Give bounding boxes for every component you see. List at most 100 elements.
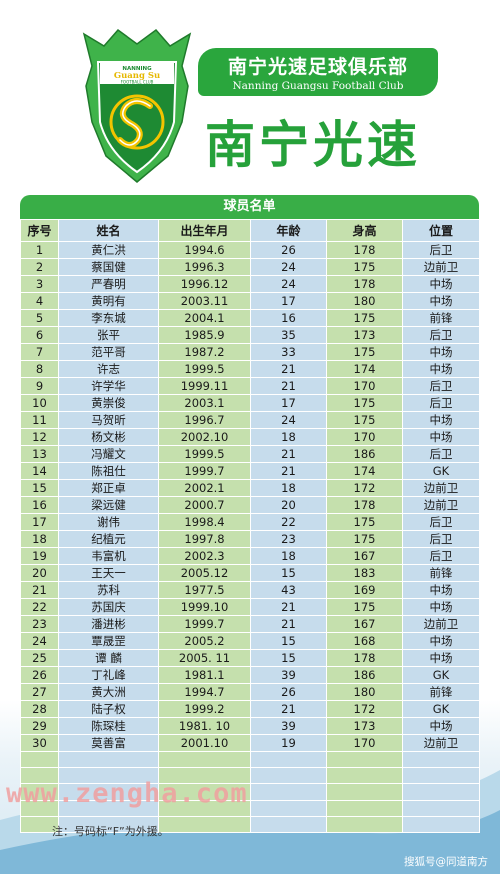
column-header: 序号 — [20, 219, 59, 242]
blank-cell — [158, 750, 251, 769]
player-age: 18 — [250, 479, 327, 497]
birth-date: 2001.10 — [158, 734, 251, 752]
roster-header-row: 序号 姓名 出生年月 年龄 身高 位置 — [20, 219, 480, 242]
row-number: 20 — [20, 564, 59, 582]
club-logo: NANNING Guang Su FOOTBALL CLUB — [82, 28, 192, 183]
player-position: 边前卫 — [402, 479, 480, 497]
blank-cell — [326, 783, 403, 801]
player-position: 中场 — [402, 581, 480, 599]
birth-date: 1981.1 — [158, 666, 251, 684]
blank-cell — [402, 767, 480, 785]
player-position: 边前卫 — [402, 258, 480, 276]
player-age: 18 — [250, 428, 327, 446]
row-number: 3 — [20, 275, 59, 293]
birth-date: 1999.2 — [158, 700, 251, 718]
player-age: 43 — [250, 581, 327, 599]
blank-cell — [402, 750, 480, 769]
table-row: 26 丁礼峰 1981.1 39 186 GK — [20, 666, 480, 684]
player-height: 175 — [326, 309, 403, 327]
player-age: 21 — [250, 360, 327, 378]
blank-cell — [20, 783, 59, 801]
row-number: 18 — [20, 530, 59, 548]
player-height: 178 — [326, 649, 403, 667]
club-name-en: Nanning Guangsu Football Club — [232, 80, 404, 92]
row-number: 11 — [20, 411, 59, 429]
row-number: 9 — [20, 377, 59, 395]
player-height: 175 — [326, 598, 403, 616]
birth-date: 2003.11 — [158, 292, 251, 310]
blank-cell — [250, 783, 327, 801]
row-number: 28 — [20, 700, 59, 718]
blank-cell — [326, 815, 403, 833]
row-number: 7 — [20, 343, 59, 361]
player-position: 前锋 — [402, 683, 480, 701]
player-height: 173 — [326, 717, 403, 735]
player-position: 边前卫 — [402, 615, 480, 633]
table-row: 29 陈琛桂 1981. 10 39 173 中场 — [20, 717, 480, 735]
blank-cell — [402, 783, 480, 801]
player-position: 中场 — [402, 343, 480, 361]
player-name: 韦富机 — [58, 547, 159, 565]
blank-cell — [158, 815, 251, 833]
player-age: 26 — [250, 241, 327, 259]
player-name: 马贺昕 — [58, 411, 159, 429]
player-height: 170 — [326, 377, 403, 395]
birth-date: 2003.1 — [158, 394, 251, 412]
player-name: 陈祖仕 — [58, 462, 159, 480]
row-number: 12 — [20, 428, 59, 446]
column-header: 位置 — [402, 219, 480, 242]
player-height: 170 — [326, 428, 403, 446]
player-name: 潘进彬 — [58, 615, 159, 633]
club-name-cn: 南宁光速足球俱乐部 — [227, 56, 408, 78]
table-row: 12 杨文彬 2002.10 18 170 中场 — [20, 428, 480, 446]
player-position: GK — [402, 462, 480, 480]
row-number: 27 — [20, 683, 59, 701]
row-number: 13 — [20, 445, 59, 463]
table-row: 7 范平哥 1987.2 33 175 中场 — [20, 343, 480, 361]
player-position: 前锋 — [402, 309, 480, 327]
table-row: 27 黄大洲 1994.7 26 180 前锋 — [20, 683, 480, 701]
player-height: 186 — [326, 445, 403, 463]
roster-table: 序号 姓名 出生年月 年龄 身高 位置 1 黄仁洪 1994.6 26 178 后卫 2 蔡国… — [20, 219, 480, 833]
birth-date: 1994.6 — [158, 241, 251, 259]
birth-date: 1999.5 — [158, 360, 251, 378]
blank-cell — [402, 799, 480, 817]
player-height: 178 — [326, 275, 403, 293]
row-number: 10 — [20, 394, 59, 412]
player-position: 后卫 — [402, 445, 480, 463]
player-height: 180 — [326, 292, 403, 310]
player-position: 中场 — [402, 428, 480, 446]
table-row: 23 潘进彬 1999.7 21 167 边前卫 — [20, 615, 480, 633]
player-age: 15 — [250, 649, 327, 667]
player-name: 梁远健 — [58, 496, 159, 514]
player-height: 170 — [326, 734, 403, 752]
birth-date: 1999.7 — [158, 462, 251, 480]
player-height: 175 — [326, 394, 403, 412]
player-height: 180 — [326, 683, 403, 701]
row-number: 15 — [20, 479, 59, 497]
birth-date: 1999.7 — [158, 615, 251, 633]
table-row: 11 马贺昕 1996.7 24 175 中场 — [20, 411, 480, 429]
blank-cell — [326, 767, 403, 785]
blank-cell — [58, 783, 159, 801]
birth-date: 1996.7 — [158, 411, 251, 429]
player-position: 后卫 — [402, 513, 480, 531]
player-height: 175 — [326, 513, 403, 531]
roster-banner: 球员名单 — [20, 195, 479, 219]
birth-date: 2002.1 — [158, 479, 251, 497]
birth-date: 1977.5 — [158, 581, 251, 599]
player-position: 前锋 — [402, 564, 480, 582]
row-number: 17 — [20, 513, 59, 531]
player-name: 黄明有 — [58, 292, 159, 310]
birth-date: 1998.4 — [158, 513, 251, 531]
player-position: 后卫 — [402, 377, 480, 395]
table-row: 17 谢伟 1998.4 22 175 后卫 — [20, 513, 480, 531]
table-row: 22 苏国庆 1999.10 21 175 中场 — [20, 598, 480, 616]
logo-text-mid: Guang Su — [114, 71, 160, 81]
footnote: 注：号码标“F”为外援。 — [52, 825, 169, 838]
birth-date: 1985.9 — [158, 326, 251, 344]
blank-cell — [158, 783, 251, 801]
player-age: 26 — [250, 683, 327, 701]
player-name: 谢伟 — [58, 513, 159, 531]
player-age: 21 — [250, 462, 327, 480]
